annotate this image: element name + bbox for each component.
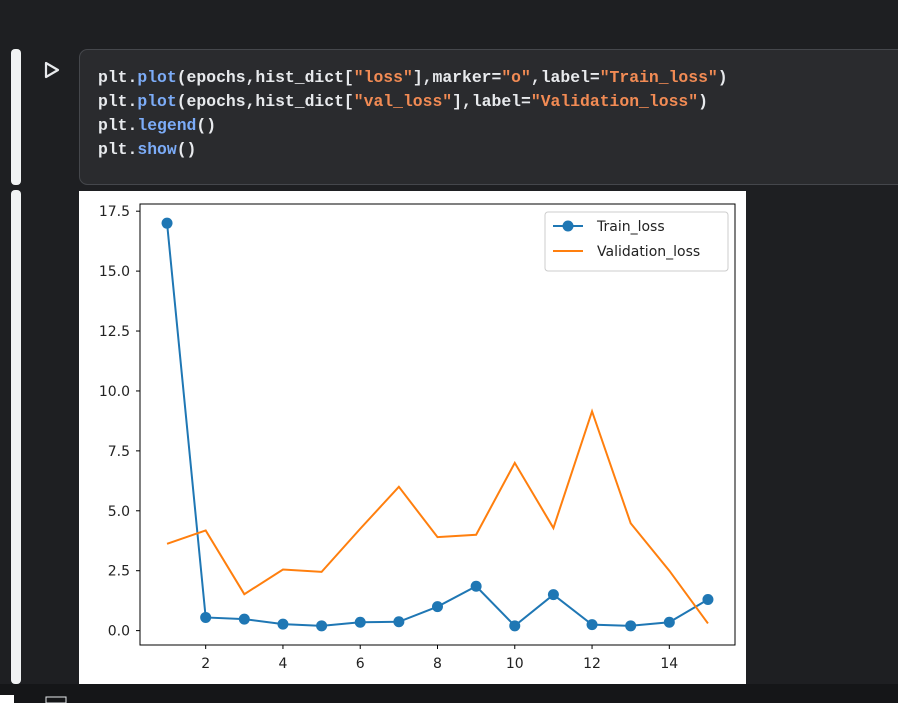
code-token: legend bbox=[137, 116, 196, 135]
code-token: ],marker= bbox=[413, 68, 502, 87]
y-tick-label: 5.0 bbox=[108, 504, 130, 520]
x-tick-label: 2 bbox=[201, 656, 210, 672]
code-token: plot bbox=[137, 68, 176, 87]
cell-focus-bar bbox=[11, 49, 21, 185]
y-tick-label: 17.5 bbox=[99, 204, 130, 220]
point bbox=[161, 217, 173, 229]
point bbox=[663, 616, 675, 628]
point bbox=[316, 620, 328, 632]
point bbox=[625, 620, 637, 632]
code-token: "loss" bbox=[354, 68, 413, 87]
x-tick-label: 14 bbox=[660, 656, 678, 672]
code-token: (epochs,hist_dict[ bbox=[177, 92, 354, 111]
code-token: () bbox=[196, 116, 216, 135]
code-token: "val_loss" bbox=[354, 92, 452, 111]
legend-label: Validation_loss bbox=[597, 244, 700, 260]
x-tick-label: 4 bbox=[278, 656, 287, 672]
code-token: ,label= bbox=[531, 68, 600, 87]
point bbox=[702, 593, 714, 605]
point bbox=[393, 616, 405, 628]
run-button[interactable] bbox=[44, 61, 60, 79]
y-tick-label: 0.0 bbox=[108, 624, 130, 640]
code-token: plt. bbox=[98, 140, 137, 159]
code-token: plt. bbox=[98, 68, 137, 87]
y-tick-label: 7.5 bbox=[108, 444, 130, 460]
output-area bbox=[79, 191, 746, 684]
point bbox=[586, 619, 598, 631]
code-line: plt.show() bbox=[98, 140, 196, 159]
point bbox=[200, 611, 212, 623]
x-tick-label: 10 bbox=[506, 656, 524, 672]
code-token: plot bbox=[137, 92, 176, 111]
code-cell[interactable] bbox=[79, 49, 898, 185]
point bbox=[432, 601, 443, 613]
code-token: (epochs,hist_dict[ bbox=[177, 68, 354, 87]
point bbox=[238, 613, 250, 625]
status-bar bbox=[0, 684, 898, 703]
chart: 0.0 2.5 5.0 7.5 10.0 12.5 15.0 17.5 2 4 6 8 10 12 14 Tr… bbox=[99, 204, 729, 672]
code-token: "Validation_loss" bbox=[531, 92, 698, 111]
code-token: ) bbox=[718, 68, 728, 87]
cell-focus-bar bbox=[11, 190, 21, 684]
point bbox=[277, 618, 289, 630]
y-tick-label: 2.5 bbox=[108, 564, 130, 580]
code-token: "o" bbox=[501, 68, 531, 87]
legend-box bbox=[544, 211, 729, 272]
code-token: show bbox=[137, 140, 177, 159]
legend-label: Train_loss bbox=[596, 219, 665, 235]
code-line: plt.legend() bbox=[98, 116, 216, 135]
x-tick-label: 12 bbox=[583, 656, 601, 672]
status-icon bbox=[0, 695, 14, 703]
code-token: ) bbox=[698, 92, 708, 111]
y-tick-label: 15.0 bbox=[99, 264, 130, 280]
legend-marker bbox=[562, 220, 574, 232]
code-token: plt. bbox=[98, 116, 137, 135]
y-tick-label: 10.0 bbox=[99, 384, 130, 400]
point bbox=[547, 589, 559, 601]
code-token: plt. bbox=[98, 92, 137, 111]
point bbox=[509, 620, 521, 632]
code-text: plt.plot(epochs,hist_dict["loss"],marker… bbox=[98, 68, 728, 159]
point bbox=[354, 616, 366, 628]
point bbox=[470, 580, 482, 592]
x-tick-label: 6 bbox=[356, 656, 365, 672]
status-icon bbox=[45, 696, 67, 703]
code-line: plt.plot(epochs,hist_dict["val_loss"],la… bbox=[98, 92, 708, 111]
y-tick-label: 12.5 bbox=[99, 324, 130, 340]
code-token: ],label= bbox=[452, 92, 531, 111]
series-line bbox=[166, 408, 709, 625]
code-line: plt.plot(epochs,hist_dict["loss"],marker… bbox=[98, 68, 728, 87]
code-token: () bbox=[177, 140, 197, 159]
code-token: "Train_loss" bbox=[600, 68, 718, 87]
x-tick-label: 8 bbox=[433, 656, 442, 672]
